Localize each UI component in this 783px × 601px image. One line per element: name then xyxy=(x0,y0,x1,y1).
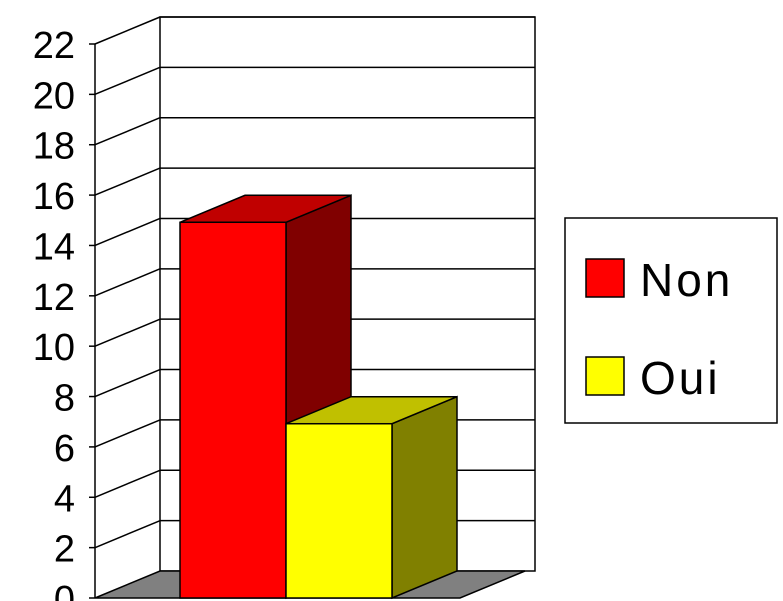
gridline-diagonal xyxy=(94,368,161,398)
y-tick-label: 22 xyxy=(33,25,75,67)
gridline-diagonal xyxy=(94,167,161,196)
bar-side xyxy=(391,395,458,600)
y-tick-label: 8 xyxy=(54,378,75,420)
legend-swatch-oui xyxy=(585,356,625,396)
y-tick-label: 12 xyxy=(33,277,75,319)
gridline-diagonal xyxy=(94,318,161,347)
y-tick-label: 0 xyxy=(54,579,75,601)
legend-swatch-non xyxy=(585,258,625,298)
bar-front xyxy=(285,422,393,599)
gridline-diagonal xyxy=(94,117,161,146)
legend-label-oui: Oui xyxy=(640,352,721,404)
gridline-diagonal xyxy=(94,16,161,45)
y-tick-label: 2 xyxy=(54,529,75,571)
legend: Non Oui xyxy=(564,217,778,424)
y-tick-label: 6 xyxy=(54,428,75,470)
gridline-diagonal xyxy=(94,268,161,297)
y-tick-label: 20 xyxy=(33,75,75,117)
gridline-diagonal xyxy=(94,469,161,498)
bars xyxy=(179,194,458,600)
bar-front xyxy=(179,221,287,599)
bar-non xyxy=(179,194,352,600)
y-tick-label: 4 xyxy=(54,478,75,520)
legend-label-non: Non xyxy=(640,254,733,306)
gridline-diagonal xyxy=(94,419,161,448)
y-axis-tick-labels: 0 2 4 6 8 10 12 14 16 18 20 22 xyxy=(33,25,75,601)
gridline-diagonal xyxy=(94,217,161,247)
gridline-diagonal xyxy=(94,66,161,96)
bar-oui xyxy=(285,395,458,600)
y-tick-label: 16 xyxy=(33,176,75,218)
y-tick-label: 14 xyxy=(33,226,75,268)
gridline-diagonal xyxy=(94,519,161,549)
y-tick-label: 18 xyxy=(33,126,75,168)
y-tick-label: 10 xyxy=(33,327,75,369)
